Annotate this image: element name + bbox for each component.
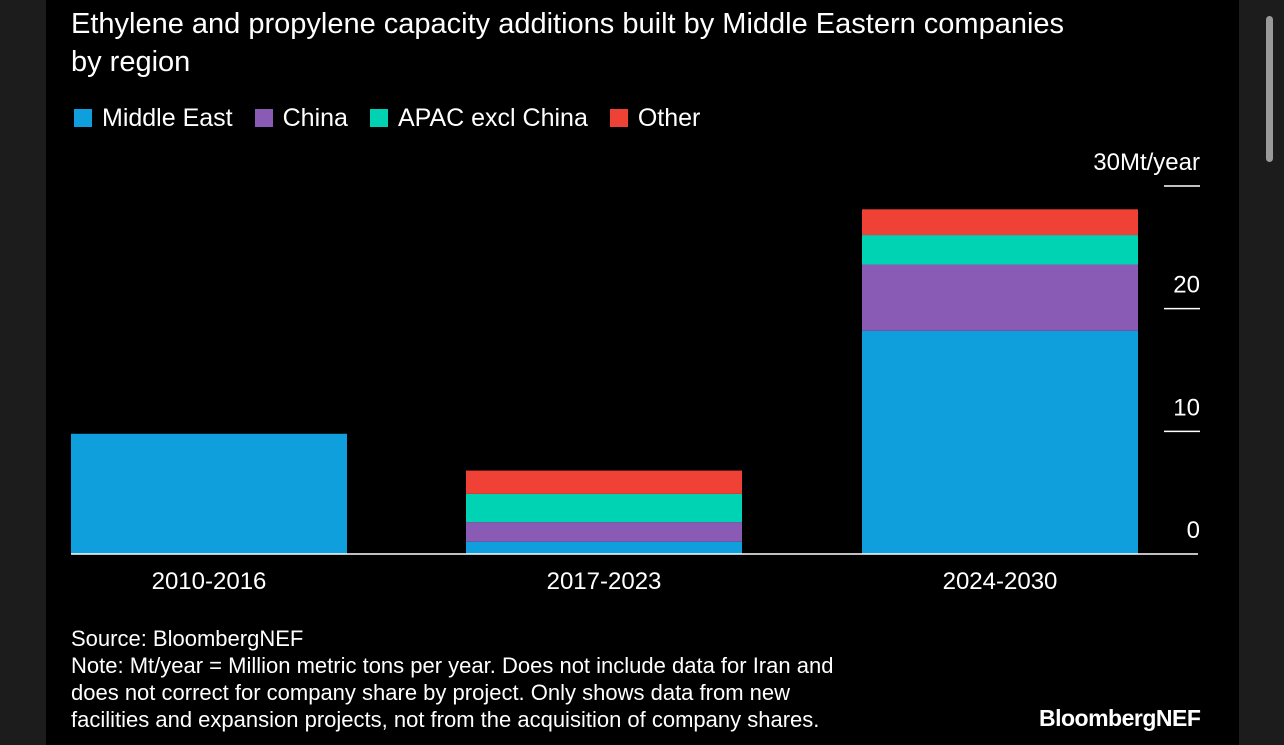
bar-segment-china-2024-2030 (862, 264, 1138, 331)
chart-title-line-1: Ethylene and propylene capacity addition… (71, 8, 1065, 40)
y-tick-label: 20 (1173, 272, 1200, 299)
x-tick-label: 2010-2016 (152, 568, 267, 595)
bar-segment-apac-excl-china-2017-2023 (466, 493, 742, 523)
note-line-3: facilities and expansion projects, not f… (71, 707, 820, 732)
bar-segment-middle-east-2010-2016 (71, 433, 347, 554)
source-text: Source: BloombergNEF (71, 626, 304, 651)
bar-segment-other-2017-2023 (466, 470, 742, 494)
scrollbar-thumb[interactable] (1266, 16, 1273, 162)
legend-swatch (609, 109, 628, 127)
legend-item-middle-east: Middle East (74, 104, 233, 133)
bar-segment-middle-east-2017-2023 (466, 541, 742, 554)
bar-segment-apac-excl-china-2024-2030 (862, 235, 1138, 265)
x-tick-label: 2024-2030 (943, 568, 1058, 595)
note-line-1: Note: Mt/year = Million metric tons per … (71, 653, 834, 678)
bar-segment-middle-east-2024-2030 (862, 330, 1138, 554)
legend-label: Middle East (102, 103, 233, 132)
legend-swatch (254, 109, 273, 127)
legend-item-china: China (254, 103, 348, 133)
bar-segment-china-2017-2023 (466, 522, 742, 542)
chart-title-line-2: by region (71, 46, 191, 78)
legend-label: APAC excl China (397, 103, 588, 132)
legend: Middle East China APAC excl China Other (74, 103, 700, 133)
legend-label: China (282, 103, 348, 132)
legend-item-apac-excl-china: APAC excl China (369, 103, 588, 133)
bloombergnef-logo: BloombergNEF (1039, 705, 1201, 731)
x-tick-label: 2017-2023 (547, 568, 662, 595)
legend-swatch (74, 109, 92, 127)
legend-swatch (369, 109, 388, 127)
y-tick-label: 30Mt/year (1093, 149, 1200, 176)
bar-segment-other-2024-2030 (862, 209, 1138, 236)
legend-label: Other (637, 103, 701, 132)
note-line-2: does not correct for company share by pr… (71, 680, 790, 705)
y-tick-label: 10 (1173, 394, 1200, 421)
y-tick-label: 0 (1187, 517, 1200, 544)
legend-item-other: Other (609, 103, 701, 133)
